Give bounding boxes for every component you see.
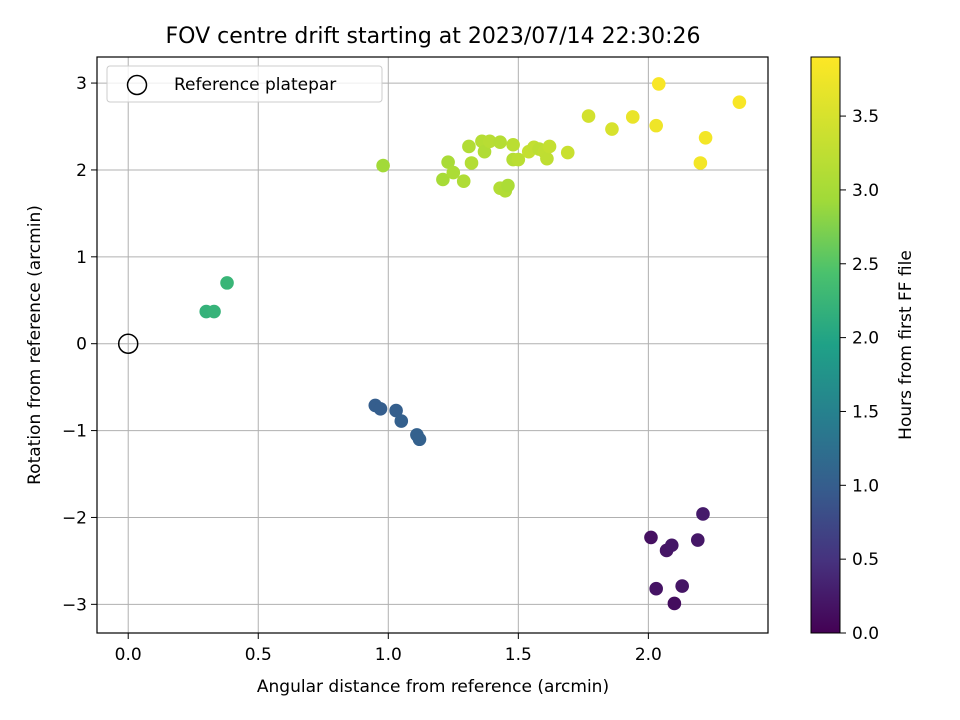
data-point-9 (373, 402, 388, 416)
data-point-7 (696, 507, 710, 521)
colorbar-tick-label: 3.0 (852, 181, 879, 201)
data-point-5 (675, 579, 689, 593)
data-point-17 (376, 158, 390, 173)
y-tick-label: 1 (76, 248, 87, 268)
data-point-41 (581, 109, 596, 123)
legend: Reference platepar (106, 65, 383, 103)
plot-frame (96, 56, 769, 634)
data-point-11 (394, 414, 409, 428)
data-point-44 (649, 118, 663, 133)
colorbar-tick-label: 2.0 (852, 329, 879, 349)
data-point-47 (698, 130, 713, 145)
colorbar-tick-label: 0.5 (852, 550, 879, 570)
data-point-22 (462, 139, 476, 154)
data-point-23 (464, 156, 479, 170)
data-point-10 (389, 403, 403, 418)
data-point-33 (511, 152, 526, 167)
reference-marker (117, 333, 139, 354)
data-point-4 (667, 596, 682, 611)
data-point-43 (625, 110, 640, 124)
x-tick-label: 2.0 (635, 645, 662, 665)
plot-area (96, 56, 769, 634)
data-point-16 (220, 276, 234, 290)
colorbar-tick-label: 3.5 (852, 107, 879, 127)
x-axis-label: Angular distance from reference (arcmin) (257, 677, 609, 697)
x-tick-label: 0.5 (245, 645, 272, 665)
data-point-6 (690, 533, 705, 547)
x-tick-label: 1.0 (375, 645, 402, 665)
data-point-25 (477, 144, 492, 159)
data-point-0 (644, 530, 658, 545)
colorbar-tick-label: 2.5 (852, 255, 879, 275)
data-point-3 (664, 538, 679, 553)
chart-title: FOV centre drift starting at 2023/07/14 … (166, 24, 701, 49)
data-point-1 (649, 581, 663, 596)
data-point-27 (493, 135, 507, 149)
data-point-48 (732, 95, 747, 109)
y-tick-label: −1 (62, 422, 87, 442)
x-axis-ticks: 0.0 0.5 1.0 1.5 2.0 (115, 633, 662, 665)
data-point-40 (560, 145, 575, 160)
colorbar-gradient (811, 57, 840, 633)
y-tick-label: −3 (62, 595, 87, 615)
x-tick-label: 0.0 (115, 645, 142, 665)
colorbar-label: Hours from first FF file (896, 250, 916, 440)
data-point-46 (693, 156, 708, 170)
x-tick-label: 1.5 (505, 645, 532, 665)
y-tick-label: −2 (62, 508, 87, 528)
y-tick-label: 0 (76, 335, 87, 355)
data-point-19 (441, 155, 455, 169)
data-point-39 (542, 139, 557, 154)
data-point-42 (605, 122, 619, 136)
colorbar-tick-label: 1.0 (852, 476, 879, 496)
y-tick-label: 2 (76, 161, 87, 181)
legend-box (106, 65, 383, 103)
y-axis-ticks: −3 −2 −1 0 1 2 3 (62, 74, 97, 615)
data-point-30 (501, 178, 515, 193)
y-tick-label: 3 (76, 74, 87, 94)
y-axis-label: Rotation from reference (arcmin) (25, 205, 45, 485)
legend-marker-icon (126, 74, 148, 96)
colorbar-tick-label: 1.5 (852, 402, 879, 422)
colorbar-tick-label: 0.0 (852, 624, 879, 644)
data-point-45 (651, 77, 666, 91)
data-point-21 (456, 174, 471, 189)
data-point-38 (540, 151, 554, 166)
data-point-13 (412, 432, 427, 447)
colorbar-frame (810, 56, 841, 634)
data-point-31 (506, 137, 520, 152)
colorbar: 0.0 0.5 1.0 1.5 2.0 2.5 3.0 3.5 Hours from firs… (810, 56, 916, 644)
data-point-26 (482, 134, 497, 149)
data-point-20 (446, 165, 461, 180)
data-point-18 (436, 172, 450, 187)
legend-label: Reference platepar (174, 75, 336, 95)
colorbar-ticks: 0.0 0.5 1.0 1.5 2.0 2.5 3.0 3.5 (840, 107, 879, 644)
data-points (199, 77, 747, 611)
data-point-15 (207, 304, 221, 319)
